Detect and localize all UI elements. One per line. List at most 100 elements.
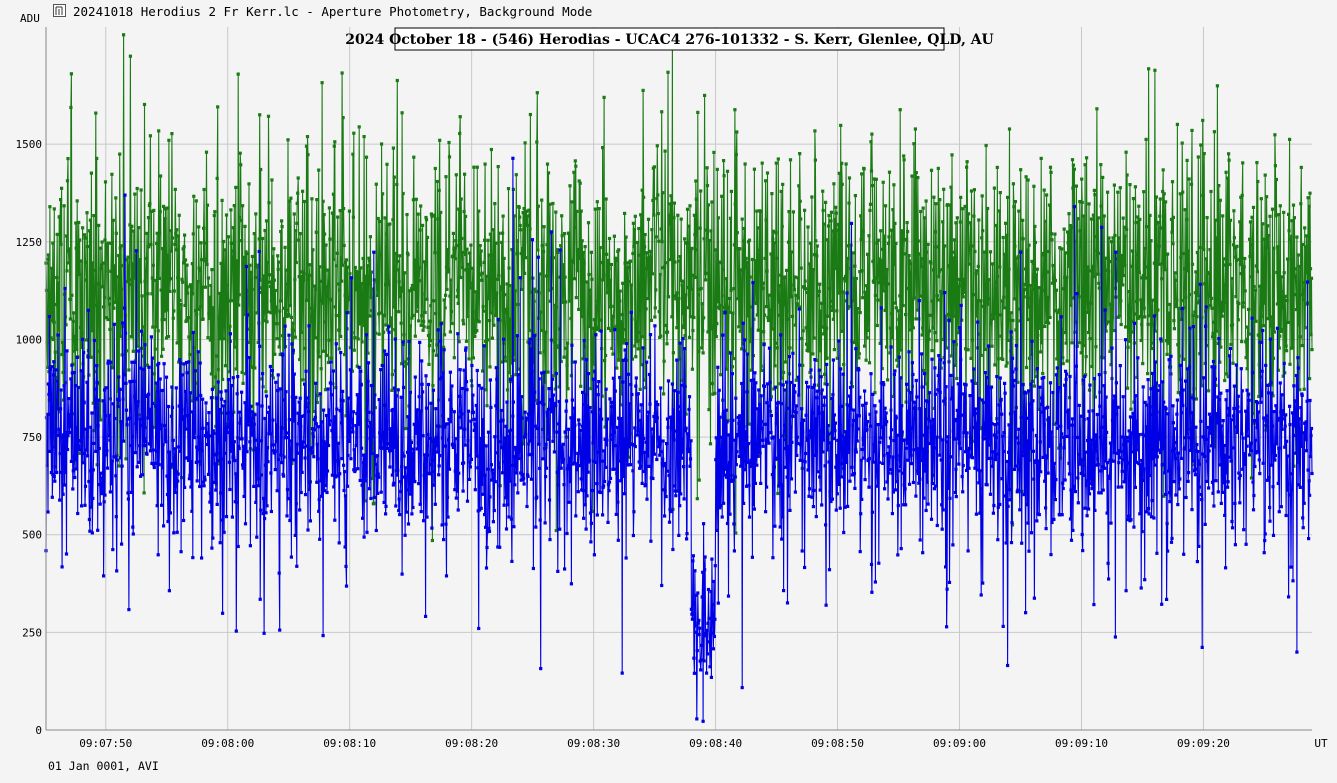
- comparison-data-point: [956, 308, 960, 312]
- target-data-point: [400, 572, 404, 576]
- comparison-data-point: [159, 174, 163, 178]
- comparison-data-point: [1153, 329, 1157, 333]
- target-data-point: [304, 369, 308, 373]
- target-data-point: [685, 532, 689, 536]
- comparison-data-point: [64, 323, 68, 327]
- target-data-point: [874, 410, 878, 414]
- target-data-point: [1052, 461, 1056, 465]
- comparison-data-point: [375, 280, 379, 284]
- target-data-point: [234, 472, 238, 476]
- target-data-point: [411, 447, 415, 451]
- comparison-data-point: [1131, 330, 1135, 334]
- comparison-data-point: [790, 314, 794, 318]
- comparison-data-point: [784, 360, 788, 364]
- target-data-point: [218, 408, 222, 412]
- comparison-data-point: [107, 302, 111, 306]
- target-data-point: [837, 482, 841, 486]
- comparison-data-point: [106, 317, 110, 322]
- target-data-point: [363, 479, 368, 483]
- target-data-point: [1110, 346, 1114, 350]
- target-data-point: [497, 466, 501, 470]
- comparison-data-point: [1267, 274, 1271, 278]
- target-data-point: [1151, 385, 1155, 389]
- target-data-point: [907, 350, 911, 354]
- comparison-data-point: [1137, 270, 1141, 275]
- target-data-point: [221, 611, 225, 615]
- comparison-data-point: [260, 290, 264, 294]
- target-data-point: [899, 547, 903, 551]
- comparison-data-point: [299, 275, 303, 279]
- comparison-data-point: [626, 261, 630, 265]
- comparison-data-point: [890, 312, 894, 316]
- target-data-point: [883, 406, 887, 410]
- comparison-data-point: [896, 364, 900, 368]
- target-data-point: [444, 444, 448, 448]
- comparison-data-point: [540, 244, 544, 248]
- target-data-point: [505, 400, 509, 404]
- target-data-point: [872, 442, 876, 446]
- comparison-data-point: [786, 317, 790, 321]
- target-data-point: [163, 437, 167, 441]
- comparison-data-point: [1213, 218, 1217, 222]
- comparison-data-point: [1119, 322, 1123, 327]
- target-data-point: [339, 398, 343, 402]
- target-data-point: [247, 356, 251, 360]
- comparison-data-point: [118, 152, 122, 156]
- comparison-data-point: [841, 329, 845, 333]
- target-data-point: [718, 506, 722, 510]
- target-data-point: [1088, 475, 1093, 479]
- comparison-data-point: [1278, 204, 1282, 208]
- target-data-point: [656, 445, 660, 449]
- target-data-point: [1185, 407, 1189, 411]
- comparison-data-point: [729, 189, 733, 193]
- target-data-point: [679, 492, 683, 496]
- comparison-data-point: [859, 237, 863, 241]
- comparison-data-point: [1220, 307, 1224, 311]
- target-data-point: [605, 438, 609, 442]
- target-data-point: [1146, 378, 1150, 382]
- target-data-point: [938, 453, 942, 457]
- comparison-data-point: [292, 212, 296, 216]
- comparison-data-point: [806, 349, 811, 353]
- comparison-data-point: [372, 501, 376, 505]
- comparison-data-point: [173, 242, 177, 246]
- target-data-point: [955, 419, 959, 423]
- comparison-data-point: [414, 284, 418, 288]
- comparison-data-point: [957, 277, 961, 281]
- comparison-data-point: [644, 307, 648, 311]
- target-data-point: [1158, 384, 1162, 388]
- comparison-data-point: [535, 140, 539, 144]
- target-data-point: [1154, 381, 1158, 385]
- comparison-data-point: [1272, 246, 1276, 250]
- comparison-data-point: [931, 326, 935, 330]
- comparison-data-point: [459, 275, 463, 280]
- comparison-data-point: [1263, 301, 1267, 305]
- target-data-point: [303, 456, 307, 460]
- comparison-data-point: [190, 262, 194, 266]
- target-data-point: [263, 463, 268, 467]
- target-data-point: [831, 393, 835, 397]
- target-data-point: [677, 533, 681, 537]
- target-data-point: [402, 385, 406, 390]
- target-data-point: [349, 276, 353, 280]
- comparison-data-point: [68, 317, 72, 321]
- target-data-point: [345, 311, 349, 315]
- target-data-point: [1188, 326, 1192, 330]
- comparison-data-point: [416, 212, 420, 216]
- comparison-data-point: [305, 135, 310, 139]
- comparison-data-point: [203, 259, 207, 263]
- target-data-point: [221, 457, 225, 461]
- comparison-data-point: [465, 314, 470, 318]
- target-data-point: [763, 384, 767, 388]
- comparison-data-point: [1242, 265, 1246, 269]
- target-data-point: [655, 457, 659, 462]
- target-data-point: [715, 483, 719, 487]
- target-data-point: [303, 382, 307, 386]
- target-data-point: [177, 445, 181, 449]
- target-data-point: [483, 473, 487, 477]
- comparison-data-point: [1184, 295, 1188, 299]
- target-data-point: [836, 480, 840, 484]
- target-data-point: [1156, 388, 1160, 392]
- comparison-data-point: [293, 278, 297, 282]
- comparison-data-point: [773, 364, 777, 368]
